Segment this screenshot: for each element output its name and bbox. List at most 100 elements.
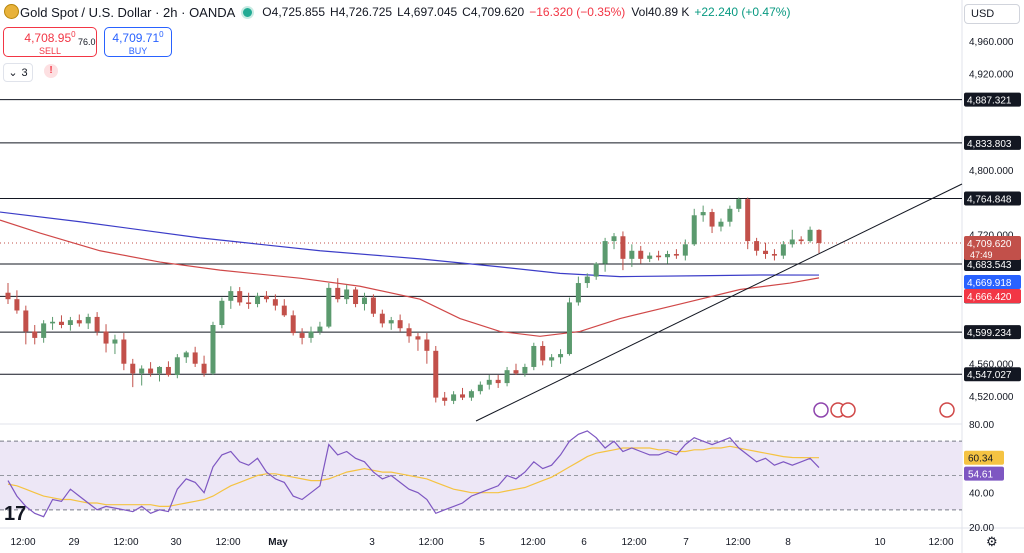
- candle-body: [335, 287, 341, 300]
- buy-label: BUY: [128, 46, 148, 56]
- time-tick-label: 12:00: [10, 537, 35, 548]
- price-tick-label: 4,560.000: [969, 360, 1014, 371]
- buy-price-sup: 0: [159, 30, 164, 39]
- vol-label: Vol: [631, 5, 648, 19]
- candle-body: [451, 394, 457, 401]
- candle-body: [281, 305, 287, 316]
- candle-body: [237, 291, 243, 303]
- symbol-header: Gold Spot / U.S. Dollar · 2h · OANDA O 4,…: [0, 0, 790, 24]
- candle-body: [192, 352, 198, 364]
- price-tick-label: 4,800.000: [969, 166, 1014, 177]
- chevron-down-icon: ⌄: [8, 67, 18, 79]
- time-tick-label: 3: [369, 537, 375, 548]
- time-tick-label: May: [268, 537, 288, 548]
- candle-body: [549, 357, 555, 361]
- indicator-count: 3: [21, 66, 28, 79]
- candle-body: [67, 320, 73, 325]
- candle-body: [522, 366, 528, 374]
- time-tick-label: 12:00: [215, 537, 240, 548]
- level-label: 4,887.321: [967, 96, 1012, 107]
- time-tick-label: 10: [874, 537, 886, 548]
- time-tick-label: 6: [581, 537, 587, 548]
- level-label: 4,599.234: [967, 328, 1012, 339]
- price-tick-label: 4,920.000: [969, 69, 1014, 80]
- candle-body: [370, 297, 376, 314]
- candle-body: [299, 333, 305, 338]
- level-label-bg: [964, 92, 1021, 107]
- candle-body: [219, 300, 225, 325]
- candle-body: [816, 229, 822, 244]
- ma-red-label-bg: [964, 289, 1021, 304]
- candle-body: [682, 244, 688, 256]
- candle-body: [611, 236, 617, 242]
- candle-body: [130, 363, 136, 374]
- candle-body: [477, 384, 483, 392]
- level-label-bg: [964, 135, 1021, 150]
- candle-body: [691, 215, 697, 245]
- candle-body: [5, 292, 11, 300]
- time-tick-label: 7: [683, 537, 689, 548]
- candle-body: [210, 325, 216, 374]
- candle-body: [103, 331, 109, 344]
- open-value: 4,725.855: [271, 5, 326, 19]
- candle-body: [647, 255, 653, 259]
- candle-body: [433, 350, 439, 398]
- time-tick-label: 12:00: [928, 537, 953, 548]
- candle-body: [41, 323, 47, 338]
- candle-body: [14, 299, 20, 311]
- rsi-band: [0, 441, 962, 510]
- rsi-tick-label: 40.00: [969, 489, 994, 500]
- candle-body: [58, 321, 64, 325]
- sell-button[interactable]: 4,708.950 SELL: [3, 27, 97, 57]
- candle-body: [789, 239, 795, 245]
- time-tick-label: 12:00: [520, 537, 545, 548]
- candle-body: [495, 379, 501, 384]
- candle-body: [780, 244, 786, 256]
- candle-body: [656, 255, 662, 258]
- level-label-bg: [964, 367, 1021, 382]
- candle-body: [442, 397, 448, 401]
- candle-body: [317, 326, 323, 332]
- candle-body: [353, 289, 359, 305]
- high-value: 4,726.725: [338, 5, 393, 19]
- buy-button[interactable]: 4,709.710 BUY: [104, 27, 172, 57]
- sell-label: SELL: [38, 46, 62, 56]
- price-tick-label: 4,520.000: [969, 392, 1014, 403]
- candle-body: [157, 366, 163, 374]
- candle-body: [718, 221, 724, 227]
- currency-select[interactable]: USD: [964, 4, 1020, 24]
- level-label: 4,764.848: [967, 194, 1012, 205]
- level-label-bg: [964, 257, 1021, 272]
- buy-price: 4,709.71: [112, 31, 160, 45]
- low-label: L: [397, 5, 404, 19]
- candle-body: [344, 289, 350, 300]
- candle-body: [629, 250, 635, 259]
- candle-body: [94, 316, 100, 332]
- candle-body: [700, 212, 706, 216]
- rsi-tick-label: 20.00: [969, 523, 994, 534]
- price-tick-label: 4,960.000: [969, 37, 1014, 48]
- open-label: O: [262, 5, 272, 19]
- gear-icon[interactable]: ⚙: [986, 534, 998, 549]
- candle-body: [201, 363, 207, 374]
- indicators-toggle[interactable]: ⌄ 3: [3, 63, 33, 82]
- candle-body: [664, 254, 670, 258]
- time-tick-label: 30: [170, 537, 182, 548]
- rsi-line: [7, 430, 820, 518]
- ma-blue-line: [0, 211, 820, 278]
- candle-body: [272, 299, 278, 306]
- spread-value: 76.0: [78, 37, 96, 47]
- candle-body: [165, 366, 171, 376]
- tradingview-logo: 17: [4, 503, 27, 525]
- ma-blue-label-bg: [964, 275, 1021, 290]
- rsi-value-label-bg: [964, 466, 1004, 481]
- candle-body: [531, 345, 537, 367]
- candle-body: [139, 368, 145, 374]
- warning-icon[interactable]: !: [44, 64, 58, 78]
- rsi-tick-label: 80.00: [969, 420, 994, 431]
- symbol-title[interactable]: Gold Spot / U.S. Dollar · 2h · OANDA: [20, 4, 236, 20]
- candle-body: [754, 241, 760, 251]
- candle-body: [584, 276, 590, 284]
- candle-body: [566, 302, 572, 355]
